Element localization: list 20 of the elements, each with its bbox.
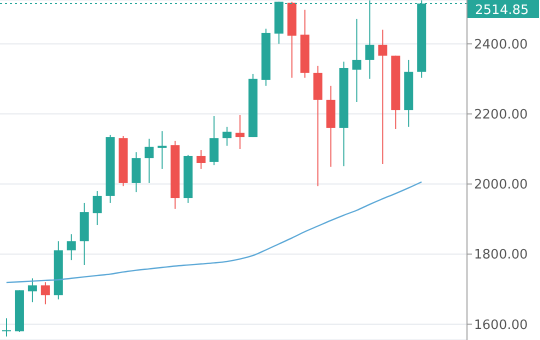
candlestick xyxy=(40,282,50,305)
y-tick-label: 2000.00 xyxy=(474,178,528,193)
candlestick xyxy=(66,234,76,261)
candlestick xyxy=(196,150,206,170)
candlestick xyxy=(92,190,102,226)
y-tick-label: 1600.00 xyxy=(474,318,528,333)
candlestick xyxy=(352,18,362,102)
candlestick xyxy=(222,126,232,146)
candlestick xyxy=(378,29,388,165)
ref-line-label: 2514.85 xyxy=(475,3,529,18)
candlestick xyxy=(236,114,244,150)
line-series xyxy=(6,181,422,284)
candlestick xyxy=(2,318,11,337)
candlestick xyxy=(144,138,154,184)
candlestick xyxy=(28,278,37,303)
candlestick xyxy=(158,130,167,170)
candlestick xyxy=(210,116,219,166)
y-tick-label: 2200.00 xyxy=(474,108,528,123)
y-tick-label: 2400.00 xyxy=(474,37,528,52)
y-tick-label: 1800.00 xyxy=(474,248,528,263)
